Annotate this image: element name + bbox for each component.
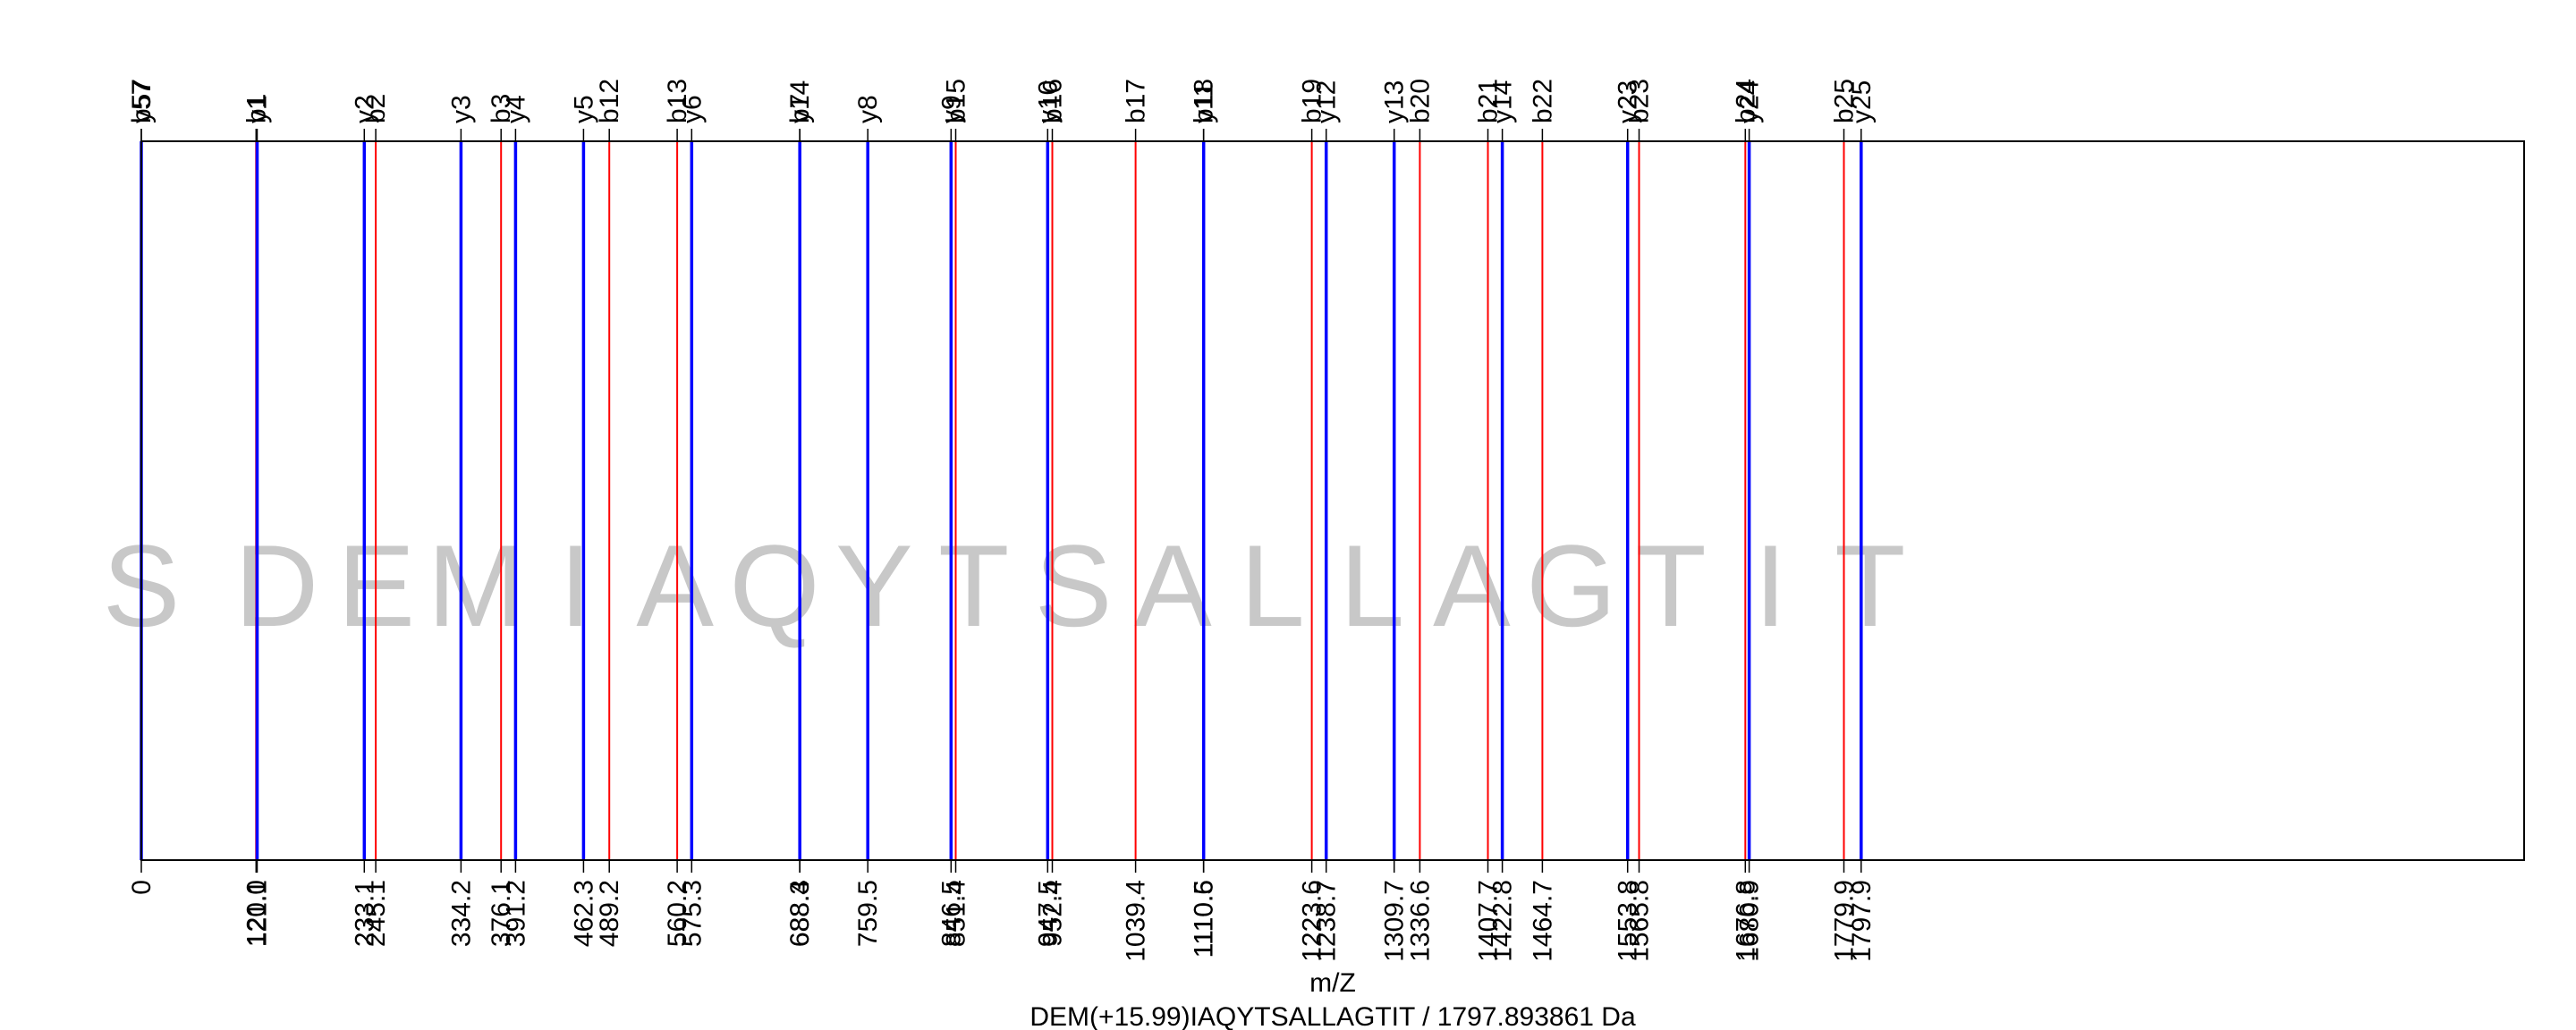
y-ion-label: y1 [243,95,273,123]
ion-labels: b57 b1 b2 b3 b12 b13 b7 b15 b16 b17 b18 b19 b20 b21 b2… [127,79,1877,141]
y-ion-label: y24 [1735,80,1765,123]
b-ion-label: b17 [1122,79,1151,123]
x-tick-label: 688.4 [785,880,815,947]
x-tick-label: 0 [127,880,157,895]
residue-letter: D [234,520,318,651]
x-tick-label: 851.4 [942,880,971,947]
x-tick-label: 462.3 [569,880,598,947]
residue-letter: A [1433,520,1511,651]
x-tick-label: 1039.4 [1122,880,1151,962]
b-ion-label: b19 [1298,79,1327,123]
residue-letter: M [428,520,524,651]
y-ion-label: y14 [785,80,815,123]
residue-letter: A [1134,520,1212,651]
b-ion-label: b12 [595,79,624,123]
b-ion-label: b7 [785,94,815,123]
b-ion-label: b21 [1474,79,1504,123]
y-ion-label: y13 [1380,80,1410,123]
residue-letter: T [938,520,1009,651]
residue-letter: I [559,520,591,651]
y-ion-label: y5 [569,95,598,123]
x-tick-label: 120.0 [242,880,271,947]
x-tick-label: 1680.9 [1735,880,1765,962]
residue-letter: T [1635,520,1706,651]
x-tick-label: 1238.7 [1312,880,1342,962]
x-tick-label: 1553.8 [1614,880,1643,962]
x-tick-label: 391.2 [501,880,530,947]
b-ion-label: b1 [242,94,271,123]
x-tick-label: 1464.7 [1528,880,1557,962]
x-tick-label: 560.2 [663,880,692,947]
y-ion-label: y10 [1033,80,1063,123]
x-tick-label: 1110.5 [1190,880,1219,958]
b-ion-label: b16 [1038,79,1068,123]
y-ion-label: y14 [1488,80,1518,123]
x-tick-label: 334.2 [446,880,476,947]
b-ion-label: b15 [942,79,971,123]
x-tick-label: 1110.6 [1190,880,1219,958]
residue-letter: I [1754,520,1786,651]
x-tick-label: 233.1 [350,880,379,947]
b-ion-label: b24 [1731,79,1760,123]
y-ion-label: y25 [1847,80,1877,123]
y-ion-label: y12 [1312,80,1342,123]
y-ion-label: y11 [1190,82,1219,123]
y-ion-label: y9 [936,95,966,123]
b-ion-label: b23 [1625,79,1655,123]
x-axis-label: m/Z [1309,968,1356,998]
x-tick-label: 947.5 [1033,880,1063,947]
residue-letter: L [1241,520,1305,651]
b-ion-label: b20 [1405,79,1435,123]
x-tick-label: 846.5 [936,880,966,947]
y-ion-label: y6 [677,95,707,123]
residue-letter: G [1526,520,1616,651]
x-tick-label: 489.2 [595,880,624,947]
x-tick-label: 376.1 [487,880,516,947]
b-ion-label: b25 [1830,79,1860,123]
b-ion-label: b2 [361,94,391,123]
y-ion-label: y23 [1614,80,1643,123]
b-ion-label: b22 [1528,79,1557,123]
y-ion-label: y4 [501,95,530,123]
y-ion-label: y8 [853,95,883,123]
x-tick-label: 759.5 [853,880,883,947]
residue-letter: A [636,520,714,651]
x-tick-label: 1422.8 [1488,880,1518,962]
chart-title: DEM(+15.99)IAQYTSALLAGTIT / 1797.893861 … [1030,1002,1636,1030]
residue-letter: T [1835,520,1905,651]
x-tick-label: 1779.9 [1830,880,1860,962]
residue-letter: Y [835,520,913,651]
x-tick-label: 575.3 [677,880,707,947]
b-ion-label: b57 [127,79,157,123]
plot-frame [140,140,2525,861]
x-tick-label: 1797.9 [1847,880,1877,962]
b-ion-label: b18 [1190,79,1219,123]
y-ion-label: y57 [127,80,157,123]
x-tick-label: 1676.8 [1731,880,1760,962]
x-tick-label: 1407.7 [1474,880,1504,962]
x-tick-label: 1223.6 [1298,880,1327,962]
x-tick-label: 121.1 [243,880,273,947]
y-ion-label: y3 [446,95,476,123]
b-ion-label: b13 [663,79,692,123]
b-ion-label: b3 [487,94,516,123]
residue-letter: Q [729,520,819,651]
x-tick-label: 1309.7 [1380,880,1410,962]
x-tick-label: 688.3 [785,880,815,947]
x-tick-label: 245.1 [361,880,391,947]
x-tick-label: 1336.6 [1405,880,1435,962]
y-ion-label: y2 [350,95,379,123]
x-tick-label: 952.4 [1038,880,1068,947]
x-tick-label: 1565.8 [1625,880,1655,962]
